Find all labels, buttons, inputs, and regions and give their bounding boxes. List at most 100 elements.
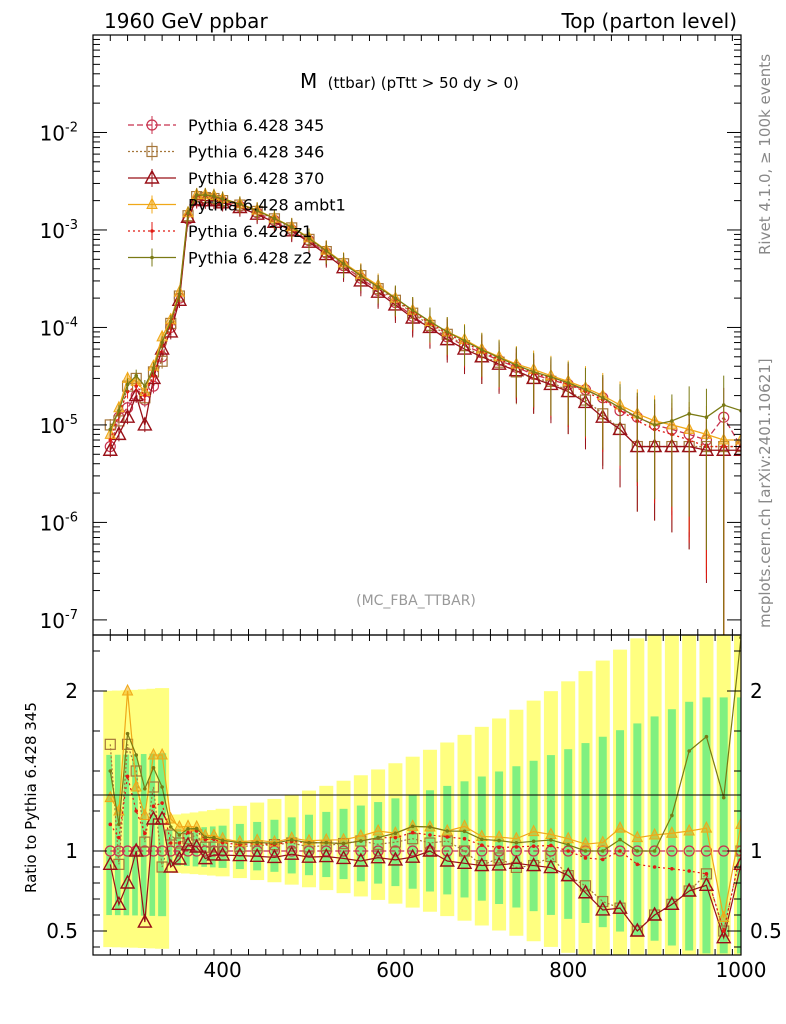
- data-point-z2: [177, 292, 182, 296]
- ratio-point-z2: [134, 753, 138, 757]
- ratio-point-z2: [272, 841, 277, 846]
- ratio-point-z1: [143, 831, 147, 836]
- ratio-point-z2: [177, 833, 182, 837]
- ratio-point-z2: [652, 849, 657, 853]
- ratio-point-z1: [704, 872, 709, 876]
- ratio-point-z2: [497, 838, 501, 843]
- data-point-z2: [289, 225, 294, 229]
- ratio-band-green: [719, 697, 728, 954]
- legend-marker-p345: [146, 119, 158, 131]
- legend-label-z1: Pythia 6.428 z1: [188, 222, 312, 241]
- ratio-point-z2: [307, 840, 311, 845]
- data-point-z2: [531, 370, 536, 374]
- ratio-point-p370: [206, 846, 222, 861]
- ratio-point-ambt1: [173, 819, 186, 832]
- ratio-point-p345: [337, 845, 350, 857]
- ratio-band-green: [158, 753, 167, 917]
- side-text-bottom: mcplots.cern.ch [arXiv:2401.10621]: [756, 358, 774, 628]
- ratio-point-p346: [424, 837, 436, 849]
- ratio-point-p370: [560, 867, 576, 882]
- ratio-point-z2: [428, 825, 432, 829]
- ratio-point-p370: [716, 929, 732, 944]
- ratio-point-z1: [462, 836, 467, 841]
- ratio-point-z1: [480, 843, 484, 847]
- ratio-point-p370: [646, 906, 663, 921]
- ratio-point-z1: [549, 843, 553, 848]
- ratio-point-ambt1: [121, 683, 134, 696]
- data-point-z2: [652, 423, 657, 427]
- ratio-point-p370: [232, 847, 248, 862]
- ratio-line-z2: [109, 637, 741, 852]
- x-tick-label: 1000: [716, 958, 767, 982]
- ratio-point-z2: [203, 835, 208, 840]
- main-plot-series: [102, 187, 741, 635]
- ratio-band-green: [114, 754, 123, 916]
- ratio-point-p370: [698, 876, 715, 891]
- ratio-point-ambt1: [104, 790, 117, 803]
- data-point-z2: [220, 197, 225, 201]
- ratio-band-green: [425, 790, 434, 892]
- data-point-z2: [670, 419, 674, 423]
- ratio-point-p370: [456, 854, 473, 870]
- data-point-z1: [108, 438, 113, 442]
- ratio-point-p370: [595, 901, 611, 916]
- legend-marker-p370: [144, 169, 160, 184]
- data-point-z2: [307, 236, 311, 241]
- ratio-point-z2: [721, 795, 726, 800]
- data-point-z2: [445, 330, 450, 334]
- data-point-z2: [359, 273, 363, 278]
- ratio-point-z1: [670, 866, 674, 871]
- data-point-z2: [238, 202, 242, 206]
- ratio-tick-label-right: 1: [750, 839, 763, 863]
- data-point-z2: [272, 216, 277, 221]
- data-point-p370: [733, 441, 741, 456]
- ratio-point-z1: [117, 835, 121, 840]
- ratio-band-green: [201, 827, 210, 867]
- data-point-z2: [341, 261, 346, 266]
- ratio-tick-label-right: 0.5: [750, 919, 782, 943]
- ratio-band-green: [287, 817, 296, 874]
- ratio-point-z2: [445, 829, 450, 833]
- ratio-point-p346: [597, 895, 609, 908]
- ratio-band-green: [633, 723, 642, 937]
- data-point-z2: [618, 405, 622, 410]
- ratio-point-p370: [577, 884, 594, 899]
- y-tick-label: 10-6: [40, 510, 78, 535]
- ratio-point-z2: [635, 849, 640, 853]
- ratio-point-p345: [156, 845, 168, 857]
- data-point-z2: [160, 340, 164, 345]
- ratio-band-green: [149, 753, 158, 916]
- ratio-point-z1: [652, 865, 657, 869]
- ratio-point-p370: [629, 922, 645, 937]
- ratio-plot-series: [102, 635, 741, 944]
- data-point-z2: [583, 387, 588, 392]
- series-line-z2: [109, 194, 741, 430]
- header-left: 1960 GeV ppbar: [104, 9, 268, 33]
- ratio-point-z1: [445, 835, 450, 839]
- data-point-p370: [111, 425, 127, 441]
- data-point-z2: [108, 427, 113, 432]
- x-tick-label: 800: [549, 958, 587, 982]
- ratio-point-z2: [531, 839, 536, 844]
- ratio-point-z2: [324, 840, 329, 845]
- y-tick-label: 10-2: [40, 120, 78, 145]
- ratio-ylabel: Ratio to Pythia 6.428 345: [22, 702, 40, 893]
- ratio-point-z2: [514, 840, 519, 845]
- x-tick-label: 600: [376, 958, 414, 982]
- ratio-point-ambt1: [648, 827, 661, 840]
- data-point-p370: [128, 387, 144, 402]
- data-point-z2: [600, 395, 605, 400]
- ratio-point-p370: [664, 895, 680, 911]
- ratio-point-p370: [422, 842, 438, 857]
- ratio-band-green: [106, 754, 115, 916]
- ratio-point-z1: [687, 869, 691, 873]
- ratio-point-p346: [579, 880, 592, 892]
- ratio-point-z2: [125, 731, 130, 736]
- ratio-band-green: [408, 794, 417, 889]
- ratio-tick-label: 2: [65, 679, 78, 703]
- ratio-point-z2: [194, 826, 199, 831]
- ratio-point-p345: [683, 845, 695, 857]
- ratio-point-p346: [493, 852, 505, 864]
- data-point-z2: [255, 208, 259, 213]
- legend-marker-z2: [150, 255, 154, 260]
